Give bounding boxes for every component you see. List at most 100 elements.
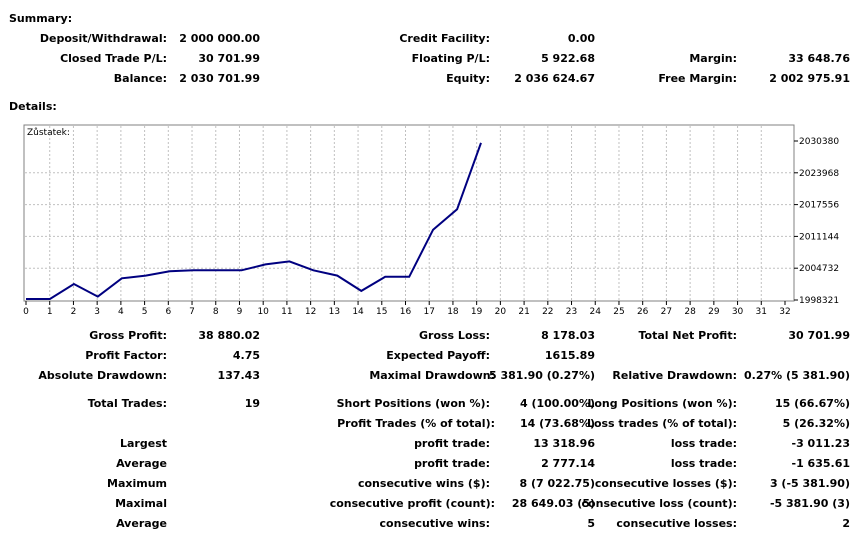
x-tick-label: 6 — [165, 307, 171, 317]
x-tick-label: 11 — [281, 307, 292, 317]
x-tick-label: 25 — [613, 307, 624, 317]
max-consecutive-losses-value: 3 (-5 381.90) — [769, 477, 850, 490]
chart-grid — [25, 126, 793, 300]
x-tick-label: 7 — [189, 307, 195, 317]
short-positions-value: 4 (100.00%) — [519, 397, 595, 410]
equity-value: 2 036 624.67 — [514, 72, 595, 85]
chart-legend: Zůstatek: — [27, 127, 70, 138]
long-positions-label: Long Positions (won %): — [587, 397, 737, 410]
absolute-drawdown-value: 137.43 — [217, 369, 260, 382]
credit-value: 0.00 — [567, 32, 595, 45]
chart-plot-area — [23, 124, 795, 302]
gross-loss-value: 8 178.03 — [541, 329, 595, 342]
x-tick-label: 10 — [257, 307, 269, 317]
max-consecutive-wins-value: 8 (7 022.75) — [519, 477, 595, 490]
balance-label: Balance: — [113, 72, 167, 85]
average-loss-trade-label: loss trade: — [670, 457, 737, 470]
profit-factor-label: Profit Factor: — [85, 349, 167, 362]
average-consecutive-losses-value: 2 — [842, 517, 850, 530]
x-tick-label: 27 — [661, 307, 672, 317]
x-tick-label: 5 — [142, 307, 148, 317]
maximal-consecutive-loss-label: consecutive loss (count): — [581, 497, 737, 510]
average-profit-trade-label: profit trade: — [414, 457, 490, 470]
y-tick-label: 2004732 — [799, 264, 839, 274]
largest-profit-trade-label: profit trade: — [414, 437, 490, 450]
x-tick-label: 32 — [779, 307, 790, 317]
total-net-profit-label: Total Net Profit: — [638, 329, 738, 342]
balance-series-line — [26, 142, 482, 300]
profit-trades-value: 14 (73.68%) — [519, 417, 595, 430]
average-consecutive-losses-label: consecutive losses: — [616, 517, 737, 530]
floating-label: Floating P/L: — [411, 52, 490, 65]
profit-factor-value: 4.75 — [232, 349, 260, 362]
relative-drawdown-label: Relative Drawdown: — [612, 369, 737, 382]
y-axis-ticks: 2030380 2023968 2017556 2011144 2004732 19983… — [794, 137, 839, 306]
x-tick-label: 29 — [708, 307, 720, 317]
x-tick-label: 2 — [71, 307, 77, 317]
profit-trades-label: Profit Trades (% of total): — [337, 417, 495, 430]
gross-profit-value: 38 880.02 — [198, 329, 260, 342]
x-tick-label: 16 — [400, 307, 412, 317]
long-positions-value: 15 (66.67%) — [774, 397, 850, 410]
equity-label: Equity: — [446, 72, 490, 85]
average-consecutive-wins-value: 5 — [587, 517, 595, 530]
x-tick-label: 26 — [637, 307, 649, 317]
summary-title: Summary: — [9, 12, 73, 25]
average-consecutive-label: Average — [116, 517, 167, 530]
balance-value: 2 030 701.99 — [179, 72, 260, 85]
largest-label: Largest — [120, 437, 167, 450]
deposit-value: 2 000 000.00 — [179, 32, 260, 45]
x-tick-label: 20 — [495, 307, 507, 317]
y-tick-label: 2030380 — [799, 137, 839, 147]
total-trades-value: 19 — [244, 397, 260, 410]
free-margin-label: Free Margin: — [658, 72, 737, 85]
short-positions-label: Short Positions (won %): — [336, 397, 490, 410]
x-tick-label: 31 — [756, 307, 767, 317]
deposit-label: Deposit/Withdrawal: — [39, 32, 167, 45]
average-consecutive-wins-label: consecutive wins: — [379, 517, 490, 530]
balance-chart: Zůstatek: 203038020239682017556201114420… — [23, 124, 839, 317]
y-tick-label: 1998321 — [799, 296, 839, 306]
x-tick-label: 30 — [732, 307, 744, 317]
x-tick-label: 8 — [213, 307, 219, 317]
total-trades-label: Total Trades: — [87, 397, 167, 410]
maximal-drawdown-value: 5 381.90 (0.27%) — [489, 369, 595, 382]
x-tick-label: 18 — [447, 307, 459, 317]
x-tick-label: 4 — [118, 307, 124, 317]
maximal-drawdown-label: Maximal Drawdown: — [369, 369, 495, 382]
x-tick-label: 28 — [684, 307, 696, 317]
average-loss-trade-value: -1 635.61 — [791, 457, 851, 470]
loss-trades-value: 5 (26.32%) — [782, 417, 850, 430]
closed-trade-label: Closed Trade P/L: — [60, 52, 167, 65]
x-tick-label: 22 — [542, 307, 553, 317]
expected-payoff-label: Expected Payoff: — [386, 349, 490, 362]
expected-payoff-value: 1615.89 — [544, 349, 595, 362]
details-title: Details: — [9, 100, 57, 113]
absolute-drawdown-label: Absolute Drawdown: — [38, 369, 167, 382]
maximal-consecutive-profit-value: 28 649.03 (5) — [511, 497, 595, 510]
x-tick-label: 23 — [566, 307, 577, 317]
x-tick-label: 0 — [23, 307, 29, 317]
x-tick-label: 13 — [329, 307, 340, 317]
y-tick-label: 2023968 — [799, 169, 839, 179]
x-tick-label: 21 — [518, 307, 529, 317]
average-profit-trade-value: 2 777.14 — [541, 457, 595, 470]
free-margin-value: 2 002 975.91 — [769, 72, 850, 85]
x-tick-label: 17 — [423, 307, 434, 317]
total-net-profit-value: 30 701.99 — [788, 329, 850, 342]
gross-loss-label: Gross Loss: — [419, 329, 490, 342]
loss-trades-label: Loss trades (% of total): — [586, 417, 737, 430]
relative-drawdown-value: 0.27% (5 381.90) — [744, 369, 850, 382]
x-tick-label: 1 — [47, 307, 53, 317]
max-consecutive-wins-label: consecutive wins ($): — [357, 477, 490, 490]
largest-profit-trade-value: 13 318.96 — [533, 437, 595, 450]
x-tick-label: 3 — [94, 307, 100, 317]
gross-profit-label: Gross Profit: — [89, 329, 167, 342]
margin-value: 33 648.76 — [788, 52, 850, 65]
maximal-label: Maximal — [115, 497, 167, 510]
x-tick-label: 9 — [237, 307, 243, 317]
average-label: Average — [116, 457, 167, 470]
margin-label: Margin: — [689, 52, 737, 65]
floating-value: 5 922.68 — [541, 52, 595, 65]
credit-label: Credit Facility: — [399, 32, 490, 45]
